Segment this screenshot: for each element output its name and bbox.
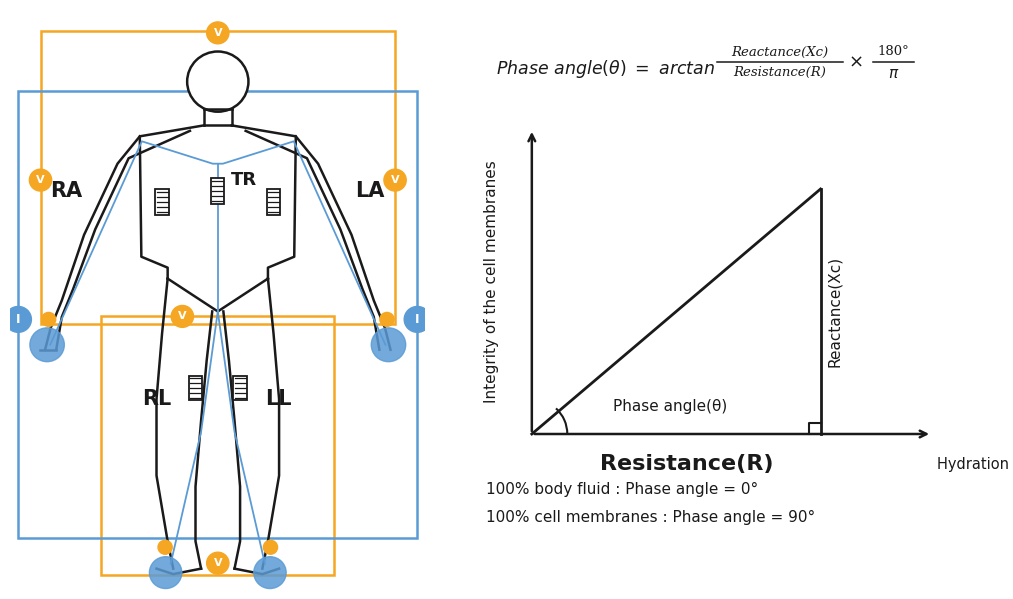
Circle shape (150, 556, 182, 589)
Circle shape (372, 328, 405, 362)
Circle shape (158, 540, 172, 554)
Text: 180°: 180° (877, 45, 910, 58)
Text: V: V (214, 558, 222, 568)
Text: $\times$: $\times$ (848, 53, 862, 71)
Circle shape (171, 305, 193, 328)
Circle shape (29, 169, 52, 191)
Bar (212, 178, 225, 204)
Circle shape (42, 313, 56, 326)
Text: 100% cell membranes : Phase angle = 90°: 100% cell membranes : Phase angle = 90° (486, 510, 815, 525)
Text: $\pi$: $\pi$ (887, 67, 900, 81)
Text: Reactance(Xc): Reactance(Xc) (828, 256, 842, 367)
Circle shape (207, 22, 229, 44)
Circle shape (29, 328, 65, 362)
Circle shape (207, 552, 229, 574)
Bar (233, 376, 247, 400)
Text: Resistance(R): Resistance(R) (733, 66, 827, 79)
Bar (266, 189, 280, 215)
Text: 100% body fluid : Phase angle = 0°: 100% body fluid : Phase angle = 0° (486, 482, 759, 497)
Bar (41, 31, 395, 325)
Text: Phase angle(θ): Phase angle(θ) (613, 398, 727, 413)
Text: RA: RA (50, 181, 82, 201)
Bar (156, 189, 168, 215)
Text: V: V (391, 175, 399, 185)
Circle shape (384, 169, 406, 191)
Text: RL: RL (143, 389, 171, 409)
Text: LA: LA (356, 181, 384, 201)
Text: V: V (178, 311, 186, 322)
Text: Hydration of tissue: Hydration of tissue (937, 456, 1013, 471)
Circle shape (380, 313, 394, 326)
Circle shape (5, 307, 31, 332)
Text: V: V (36, 175, 45, 185)
Circle shape (253, 556, 287, 589)
Text: Integrity of the cell membranes: Integrity of the cell membranes (484, 160, 498, 403)
Text: $\mathit{Phase\ angle(\theta)\ =\ arctan}$: $\mathit{Phase\ angle(\theta)\ =\ arctan… (496, 58, 715, 80)
Text: V: V (214, 28, 222, 38)
Text: I: I (16, 313, 20, 326)
Circle shape (263, 540, 278, 554)
Text: TR: TR (231, 171, 257, 189)
Text: Reactance(Xc): Reactance(Xc) (731, 46, 829, 59)
Text: I: I (415, 313, 419, 326)
Text: LL: LL (265, 389, 292, 409)
Bar (18, 90, 417, 539)
Bar (101, 316, 334, 575)
Circle shape (187, 52, 248, 111)
Circle shape (404, 307, 431, 332)
Bar (188, 376, 203, 400)
Text: Resistance(R): Resistance(R) (600, 454, 773, 474)
